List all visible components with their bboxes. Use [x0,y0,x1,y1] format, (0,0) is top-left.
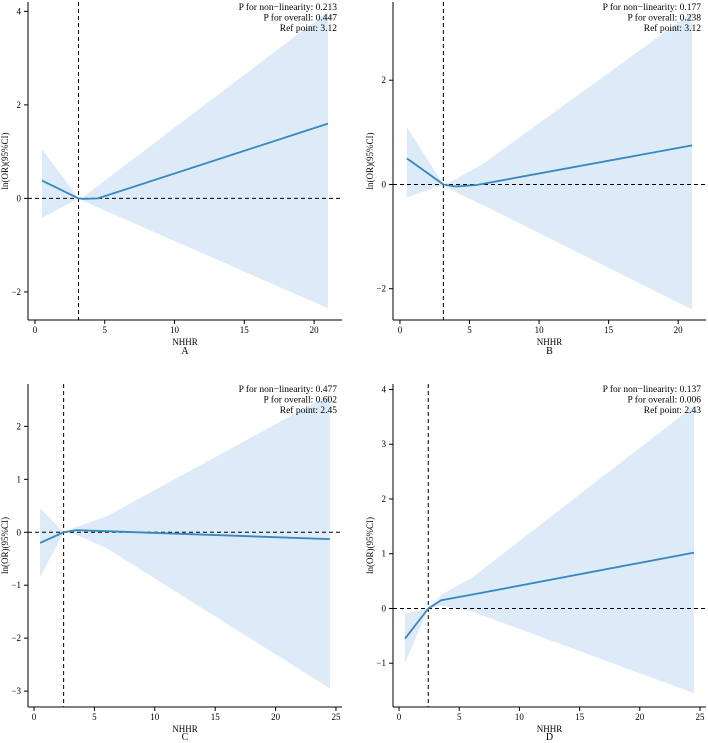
x-axis-title: NHHR [172,337,198,347]
y-tick-label: 3 [382,439,387,449]
x-tick-label: 25 [695,712,705,722]
x-tick-label: 15 [240,325,250,335]
y-tick-label: −3 [11,686,21,696]
x-tick-label: 10 [170,325,180,335]
ci-band [405,405,694,694]
x-tick-label: 0 [33,325,38,335]
x-tick-label: 25 [331,712,341,722]
y-tick-label: −1 [376,658,386,668]
y-tick-label: 4 [382,384,387,394]
y-axis-title: ln(OR)(95%CI) [365,517,375,574]
x-axis-title: NHHR [537,337,563,347]
panel-label: B [546,346,553,357]
y-tick-label: 2 [382,494,387,504]
y-tick-label: −2 [11,287,21,297]
x-tick-label: 10 [535,325,545,335]
estimate-line [39,529,330,544]
stat-line: P for non−linearity: 0.477 [239,384,338,395]
stat-line: P for non−linearity: 0.177 [603,2,702,13]
y-tick-label: 2 [17,421,22,431]
stat-line: Ref point: 2.45 [280,405,338,416]
x-tick-label: 15 [211,712,221,722]
ci-band [42,11,328,309]
y-tick-label: 2 [382,75,387,85]
y-tick-label: −2 [376,284,386,294]
x-tick-label: 5 [457,712,462,722]
x-tick-label: 10 [515,712,525,722]
x-tick-label: 0 [32,712,37,722]
panel-c: 0 5 10 15 20 25 −3 −2 −1 0 1 2 NHHR ln(OR)(95%CI) P fo… [0,384,342,743]
y-tick-label: 0 [17,193,22,203]
stat-line: P for overall: 0.602 [263,395,337,406]
stat-line: P for overall: 0.447 [263,13,337,24]
x-tick-label: 20 [674,325,684,335]
panel-a: 0 5 10 15 20 −2 0 2 4 NHHR ln(OR)(95%CI) P for non−… [0,2,342,357]
x-tick-label: 0 [397,712,402,722]
estimate-line [41,122,329,200]
x-tick-label: 20 [635,712,645,722]
y-tick-label: 2 [17,100,22,110]
estimate-line [406,144,693,188]
y-tick-label: 0 [382,603,387,613]
y-axis-title: ln(OR)(95%CI) [0,517,10,574]
estimate-line [404,551,695,640]
x-tick-label: 15 [575,712,585,722]
y-tick-label: 4 [17,6,22,16]
x-tick-label: 20 [271,712,281,722]
stat-line: P for overall: 0.006 [627,395,701,406]
x-tick-label: 15 [604,325,614,335]
panel-b: 0 5 10 15 20 −2 0 2 NHHR ln(OR)(95%CI) P for non−l… [365,2,706,357]
stat-line: Ref point: 2.43 [644,405,702,416]
y-tick-label: 0 [382,179,387,189]
panel-d: 0 5 10 15 20 25 −1 0 1 2 3 4 NHHR ln(OR)(95%CI) P for … [365,384,706,743]
stat-line: P for non−linearity: 0.137 [603,384,702,395]
panel-label: A [181,346,189,357]
ci-band [40,394,330,689]
y-axis-title: ln(OR)(95%CI) [365,133,375,190]
x-axis-title: NHHR [537,724,563,734]
y-tick-label: 0 [17,527,22,537]
y-axis-title: ln(OR)(95%CI) [0,133,10,190]
y-tick-label: −1 [11,580,21,590]
x-tick-label: 5 [92,712,97,722]
x-tick-label: 0 [398,325,403,335]
x-tick-label: 5 [103,325,108,335]
stat-line: Ref point: 3.12 [280,23,338,34]
x-tick-label: 10 [150,712,160,722]
y-tick-label: 1 [17,474,22,484]
x-tick-label: 20 [310,325,320,335]
panel-label: D [546,732,553,743]
ci-band [406,12,693,310]
y-tick-label: −2 [11,633,21,643]
stat-line: P for overall: 0.238 [627,13,701,24]
stat-line: P for non−linearity: 0.213 [239,2,338,13]
panel-label: C [182,732,189,743]
x-axis-title: NHHR [172,724,198,734]
stat-line: Ref point: 3.12 [644,23,702,34]
x-tick-label: 5 [467,325,472,335]
y-tick-label: 1 [382,549,387,559]
